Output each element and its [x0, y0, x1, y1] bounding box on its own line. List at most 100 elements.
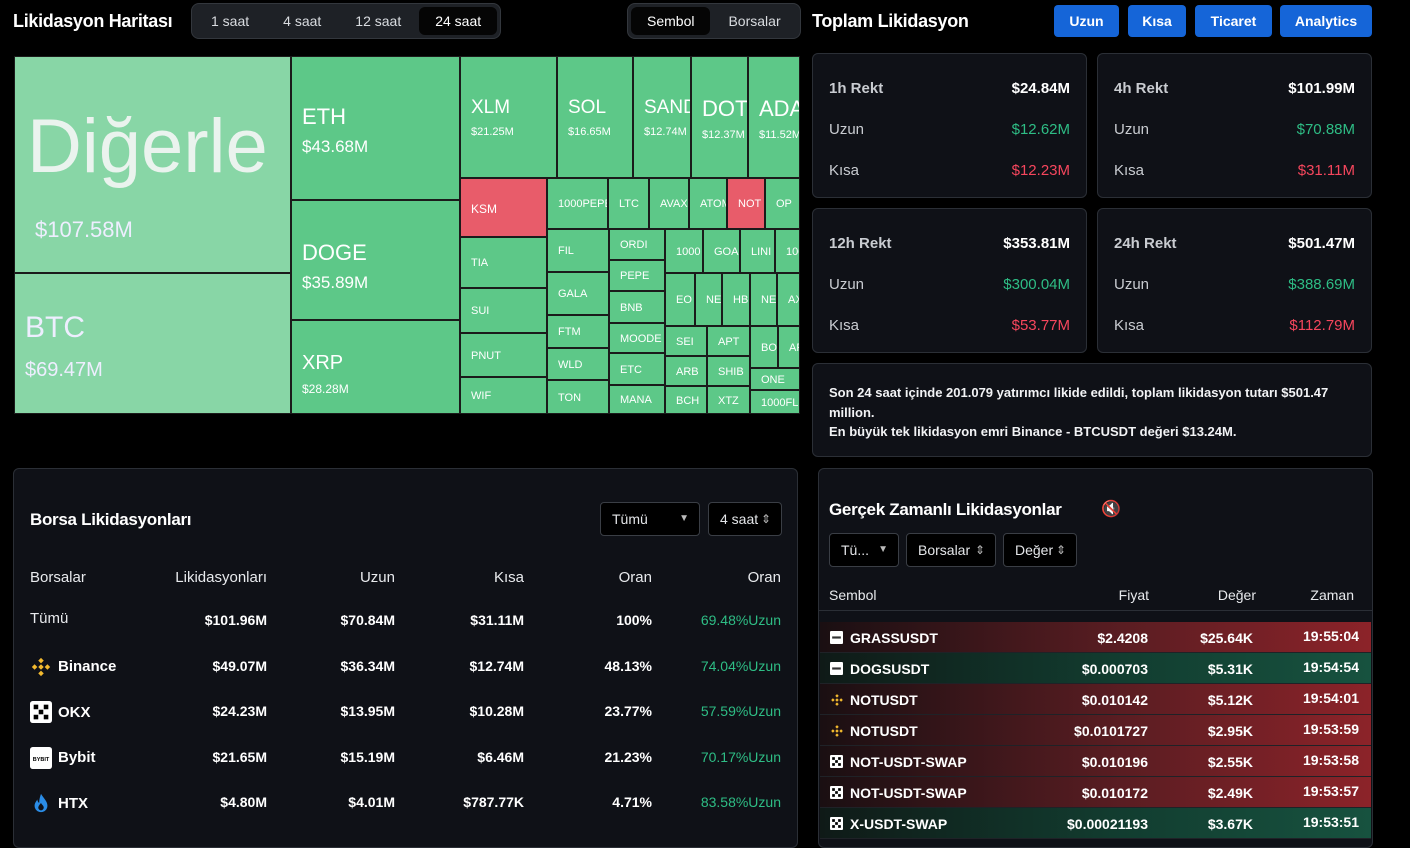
heatmap-tile-ftm[interactable]: FTM	[547, 315, 609, 348]
heatmap-tile-shib[interactable]: SHIB	[707, 356, 750, 386]
tile-symbol: FIL	[558, 245, 574, 257]
heatmap-tile-ax[interactable]: AX	[777, 273, 800, 326]
heatmap-tile-fil[interactable]: FIL	[547, 229, 609, 272]
heatmap-tile-sei[interactable]: SEI	[665, 326, 707, 356]
row-value: $2.55K	[1207, 754, 1253, 770]
tab-symbol[interactable]: Sembol	[631, 7, 711, 35]
rekt-label: 1h Rekt	[829, 80, 884, 97]
heatmap-tile-moode[interactable]: MOODE	[609, 323, 665, 353]
tile-symbol: NE	[761, 294, 777, 306]
heatmap-tile-hb[interactable]: HB	[722, 273, 750, 326]
heatmap-tile-doge[interactable]: DOGE $35.89M	[291, 200, 460, 320]
heatmap-tile-apt[interactable]: APT	[707, 326, 750, 356]
heatmap-tile-diğerle[interactable]: Diğerle $107.58M	[14, 56, 291, 273]
heatmap-tile-arb[interactable]: ARB	[665, 356, 707, 386]
heatmap-tile-ne[interactable]: NE	[695, 273, 722, 326]
realtime-row[interactable]: GRASSUSDT $2.4208 $25.64K 19:55:04	[820, 622, 1371, 653]
heatmap-tile-1000pepe[interactable]: 1000PEPE	[547, 178, 608, 229]
heatmap-tile-dot[interactable]: DOT $12.37M	[691, 56, 748, 178]
exchange-row-okx[interactable]: OKX	[30, 701, 91, 723]
heatmap-tile-sand[interactable]: SAND $12.74M	[633, 56, 691, 178]
period-select[interactable]: 4 saat ⇕	[708, 502, 782, 536]
heatmap-tile-atom[interactable]: ATOM	[689, 178, 727, 229]
exchange-name: Binance	[58, 658, 117, 675]
tab-12h[interactable]: 12 saat	[355, 13, 402, 29]
heatmap-tile-1000[interactable]: 1000	[665, 229, 703, 273]
heatmap-tile-one[interactable]: ONE	[750, 368, 800, 390]
heatmap-tile-tia[interactable]: TIA	[460, 237, 547, 288]
short-button[interactable]: Kısa	[1128, 5, 1186, 37]
svg-text:BYBIT: BYBIT	[33, 756, 50, 762]
heatmap-tile-sol[interactable]: SOL $16.65M	[557, 56, 633, 178]
tab-1h[interactable]: 1 saat	[211, 13, 250, 29]
short-label: Kısa	[829, 317, 860, 334]
rekt-card-4h: 4h Rekt $101.99M Uzun $70.88M Kısa $31.11M	[1097, 53, 1372, 198]
heatmap-tile-goa[interactable]: GOA	[703, 229, 740, 273]
heatmap-tile-ltc[interactable]: LTC	[608, 178, 649, 229]
heatmap-tile-xlm[interactable]: XLM $21.25M	[460, 56, 557, 178]
heatmap-tile-ksm[interactable]: KSM	[460, 178, 547, 237]
exchanges-filter-select[interactable]: Borsalar ⇕	[906, 533, 996, 567]
realtime-row[interactable]: NOTUSDT $0.0101727 $2.95K 19:53:59	[820, 715, 1371, 746]
htx-icon	[30, 792, 52, 814]
exchange-row-binance[interactable]: Binance	[30, 656, 116, 678]
value-filter-select[interactable]: Değer ⇕	[1003, 533, 1077, 567]
heatmap-tile-bo[interactable]: BO	[750, 326, 778, 368]
exchange-row-htx[interactable]: HTX	[30, 792, 88, 814]
heatmap-tile-bch[interactable]: BCH	[665, 386, 707, 414]
analytics-button[interactable]: Analytics	[1280, 5, 1372, 37]
tab-4h[interactable]: 4 saat	[283, 13, 322, 29]
heatmap-tile-xtz[interactable]: XTZ	[707, 386, 750, 414]
heatmap-tile-not[interactable]: NOT	[727, 178, 765, 229]
exchange-row-tümü[interactable]: Tümü	[30, 610, 68, 627]
realtime-row[interactable]: X-USDT-SWAP $0.00021193 $3.67K 19:53:51	[820, 808, 1371, 839]
exchange-row-bybit[interactable]: BYBIT Bybit	[30, 746, 96, 769]
tab-24h[interactable]: 24 saat	[419, 7, 498, 35]
heatmap-tile-avax[interactable]: AVAX	[649, 178, 689, 229]
cell-long: $13.95M	[340, 703, 395, 719]
heatmap-tile-lini[interactable]: LINI	[740, 229, 775, 273]
rekt-total-row: 4h Rekt $101.99M	[1114, 80, 1355, 97]
rekt-short-row: Kısa $12.23M	[829, 162, 1070, 179]
realtime-row[interactable]: NOT-USDT-SWAP $0.010196 $2.55K 19:53:58	[820, 746, 1371, 777]
heatmap-tile-ton[interactable]: TON	[547, 380, 609, 414]
realtime-row[interactable]: NOT-USDT-SWAP $0.010172 $2.49K 19:53:57	[820, 777, 1371, 808]
heatmap-tile-1000fl[interactable]: 1000FL	[750, 390, 800, 414]
row-value: $25.64K	[1200, 630, 1253, 646]
heatmap-tile-ne[interactable]: NE	[750, 273, 777, 326]
heatmap-tile-eth[interactable]: ETH $43.68M	[291, 56, 460, 200]
long-button[interactable]: Uzun	[1054, 5, 1119, 37]
heatmap-tile-wif[interactable]: WIF	[460, 377, 547, 414]
cell-liq: $21.65M	[212, 748, 267, 765]
heatmap-tile-af[interactable]: AF	[778, 326, 800, 368]
row-symbol: X-USDT-SWAP	[850, 816, 948, 832]
heatmap-tile-mana[interactable]: MANA	[609, 385, 665, 414]
realtime-row[interactable]: NOTUSDT $0.010142 $5.12K 19:54:01	[820, 684, 1371, 715]
exchange-filter-select[interactable]: Tümü ▼	[600, 502, 700, 536]
mute-icon[interactable]: 🔇	[1101, 501, 1121, 518]
heatmap-tile-eo[interactable]: EO	[665, 273, 695, 326]
heatmap-tile-etc[interactable]: ETC	[609, 353, 665, 385]
tile-symbol: PEPE	[620, 270, 650, 282]
heatmap-tile-100[interactable]: 100	[775, 229, 800, 273]
heatmap-tile-gala[interactable]: GALA	[547, 272, 609, 315]
tab-exchanges[interactable]: Borsalar	[728, 13, 781, 29]
heatmap-tile-ada[interactable]: ADA $11.52M	[748, 56, 800, 178]
heatmap-tile-wld[interactable]: WLD	[547, 348, 609, 380]
heatmap-tile-bnb[interactable]: BNB	[609, 291, 665, 323]
heatmap-tile-op[interactable]: OP	[765, 178, 800, 229]
heatmap-tile-pnut[interactable]: PNUT	[460, 333, 547, 377]
heatmap-tile-btc[interactable]: BTC $69.47M	[14, 273, 291, 414]
tile-symbol: ATOM	[700, 198, 726, 210]
symbol-filter-select[interactable]: Tü... ▼	[829, 533, 899, 567]
cell-liq: $4.80M	[220, 794, 267, 810]
tile-symbol: SEI	[676, 336, 694, 348]
heatmap-tile-pepe[interactable]: PEPE	[609, 260, 665, 291]
rekt-short-row: Kısa $53.77M	[829, 317, 1070, 334]
tile-value: $107.58M	[35, 217, 133, 242]
heatmap-tile-sui[interactable]: SUI	[460, 288, 547, 333]
realtime-row[interactable]: DOGSUSDT $0.000703 $5.31K 19:54:54	[820, 653, 1371, 684]
heatmap-tile-ordi[interactable]: ORDI	[609, 229, 665, 260]
trade-button[interactable]: Ticaret	[1195, 5, 1272, 37]
heatmap-tile-xrp[interactable]: XRP $28.28M	[291, 320, 460, 414]
